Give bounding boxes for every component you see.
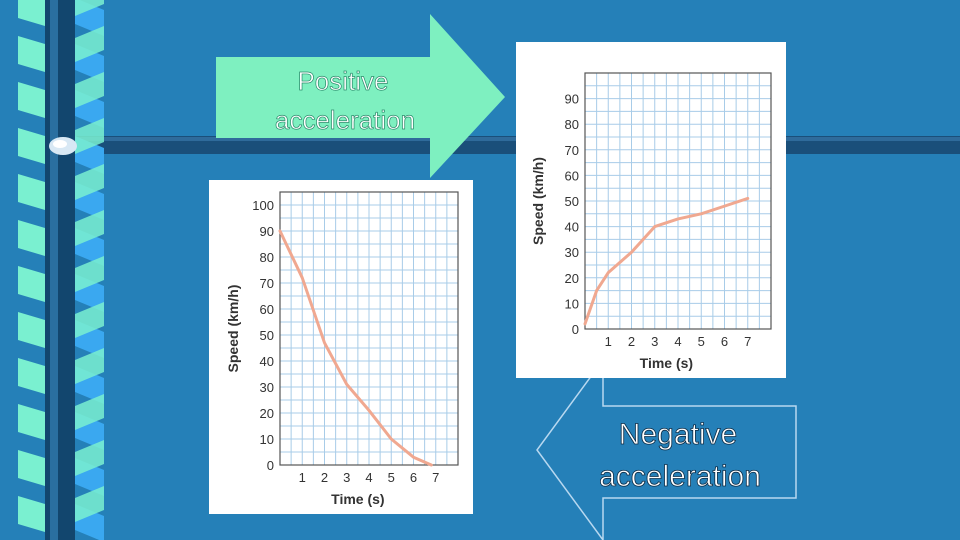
vertical-bar	[45, 0, 75, 540]
negative-label-line1: Negative	[619, 418, 737, 451]
ribbon-left-segment	[18, 0, 45, 26]
y-tick-label: 90	[260, 224, 274, 239]
ribbon-fold-segment	[75, 256, 104, 292]
positive-label-line2: acceleration	[275, 105, 415, 135]
y-tick-label: 50	[260, 328, 274, 343]
x-tick-label: 4	[365, 470, 372, 485]
ribbon-left-segment	[18, 174, 45, 210]
y-tick-label: 100	[252, 198, 274, 213]
x-tick-label: 4	[674, 334, 681, 349]
ribbon-fold-segment	[75, 302, 104, 338]
y-tick-label: 70	[260, 276, 274, 291]
ribbon-fold-segment	[75, 26, 104, 62]
y-tick-label: 30	[260, 380, 274, 395]
ribbon-left-segment	[18, 36, 45, 72]
y-tick-label: 10	[260, 432, 274, 447]
speed-curve	[583, 196, 750, 326]
x-tick-label: 1	[299, 470, 306, 485]
ribbon-decoration	[18, 0, 104, 540]
y-tick-label: 80	[565, 117, 579, 132]
speed-curve	[278, 229, 433, 467]
ribbon-left-segment	[18, 404, 45, 440]
horizontal-band-highlight	[55, 137, 960, 141]
x-tick-label: 3	[651, 334, 658, 349]
ribbon-fold-segment	[75, 348, 104, 384]
x-tick-label: 5	[698, 334, 705, 349]
ribbon-fold-segment	[75, 486, 104, 522]
y-axis-label: Speed (km/h)	[530, 157, 546, 245]
x-tick-label: 7	[744, 334, 751, 349]
ribbon-fold-segment	[75, 0, 104, 16]
x-tick-label: 2	[321, 470, 328, 485]
plot-frame	[279, 191, 459, 466]
ribbon-fold-segment	[75, 440, 104, 476]
chart-card-positive	[516, 42, 786, 378]
plot-frame	[584, 72, 772, 330]
ribbon-left-segment	[18, 82, 45, 118]
negative-acceleration-chart: 0 10 20 30 40 50 60 70 80 90 100 1 2 3 4 5 6 7 Time (s) Spe…	[225, 191, 459, 507]
x-tick-label: 5	[388, 470, 395, 485]
x-tick-label: 1	[605, 334, 612, 349]
ribbon-fold-segment	[75, 72, 104, 108]
y-tick-label: 0	[267, 458, 274, 473]
y-tick-label: 60	[565, 168, 579, 183]
ribbon-left-segment	[18, 312, 45, 348]
y-tick-label: 20	[260, 406, 274, 421]
y-tick-label: 90	[565, 92, 579, 107]
y-tick-label: 70	[565, 143, 579, 158]
negative-label-line2: acceleration	[599, 460, 761, 493]
ribbon-fold-segment	[75, 164, 104, 200]
x-tick-label: 7	[432, 470, 439, 485]
positive-arrow	[216, 14, 505, 178]
positive-acceleration-chart: 0 10 20 30 40 50 60 70 80 90 1 2 3 4 5 6 7 Time (s) Speed …	[530, 72, 772, 371]
positive-label-line1: Positive	[297, 66, 388, 96]
negative-arrow	[536, 357, 797, 540]
y-tick-label: 40	[565, 220, 579, 235]
ribbon-fold-segment	[75, 210, 104, 246]
ribbon-left-segment	[18, 128, 45, 164]
vertical-bar-highlight	[50, 0, 58, 540]
ribbon-fold-segment	[75, 394, 104, 430]
y-tick-label: 80	[260, 250, 274, 265]
y-tick-label: 60	[260, 302, 274, 317]
y-tick-label: 20	[565, 271, 579, 286]
x-tick-label: 3	[343, 470, 350, 485]
y-tick-label: 10	[565, 296, 579, 311]
y-tick-label: 40	[260, 354, 274, 369]
ribbon-left-segment	[18, 358, 45, 394]
y-tick-label: 30	[565, 245, 579, 260]
x-tick-label: 2	[628, 334, 635, 349]
chart-card-negative	[209, 180, 473, 514]
x-tick-label: 6	[410, 470, 417, 485]
x-axis-label: Time (s)	[331, 491, 384, 507]
y-tick-label: 0	[572, 322, 579, 337]
ribbon-left-segment	[18, 496, 45, 532]
ribbon-left-segment	[18, 450, 45, 486]
ribbon-left-segment	[18, 220, 45, 256]
y-tick-label: 50	[565, 194, 579, 209]
x-axis-label: Time (s)	[640, 355, 693, 371]
x-tick-label: 6	[721, 334, 728, 349]
ribbon-left-segment	[18, 266, 45, 302]
orb-shine	[53, 140, 67, 148]
ribbon-fold-segment	[75, 118, 104, 154]
y-axis-label: Speed (km/h)	[225, 285, 241, 373]
